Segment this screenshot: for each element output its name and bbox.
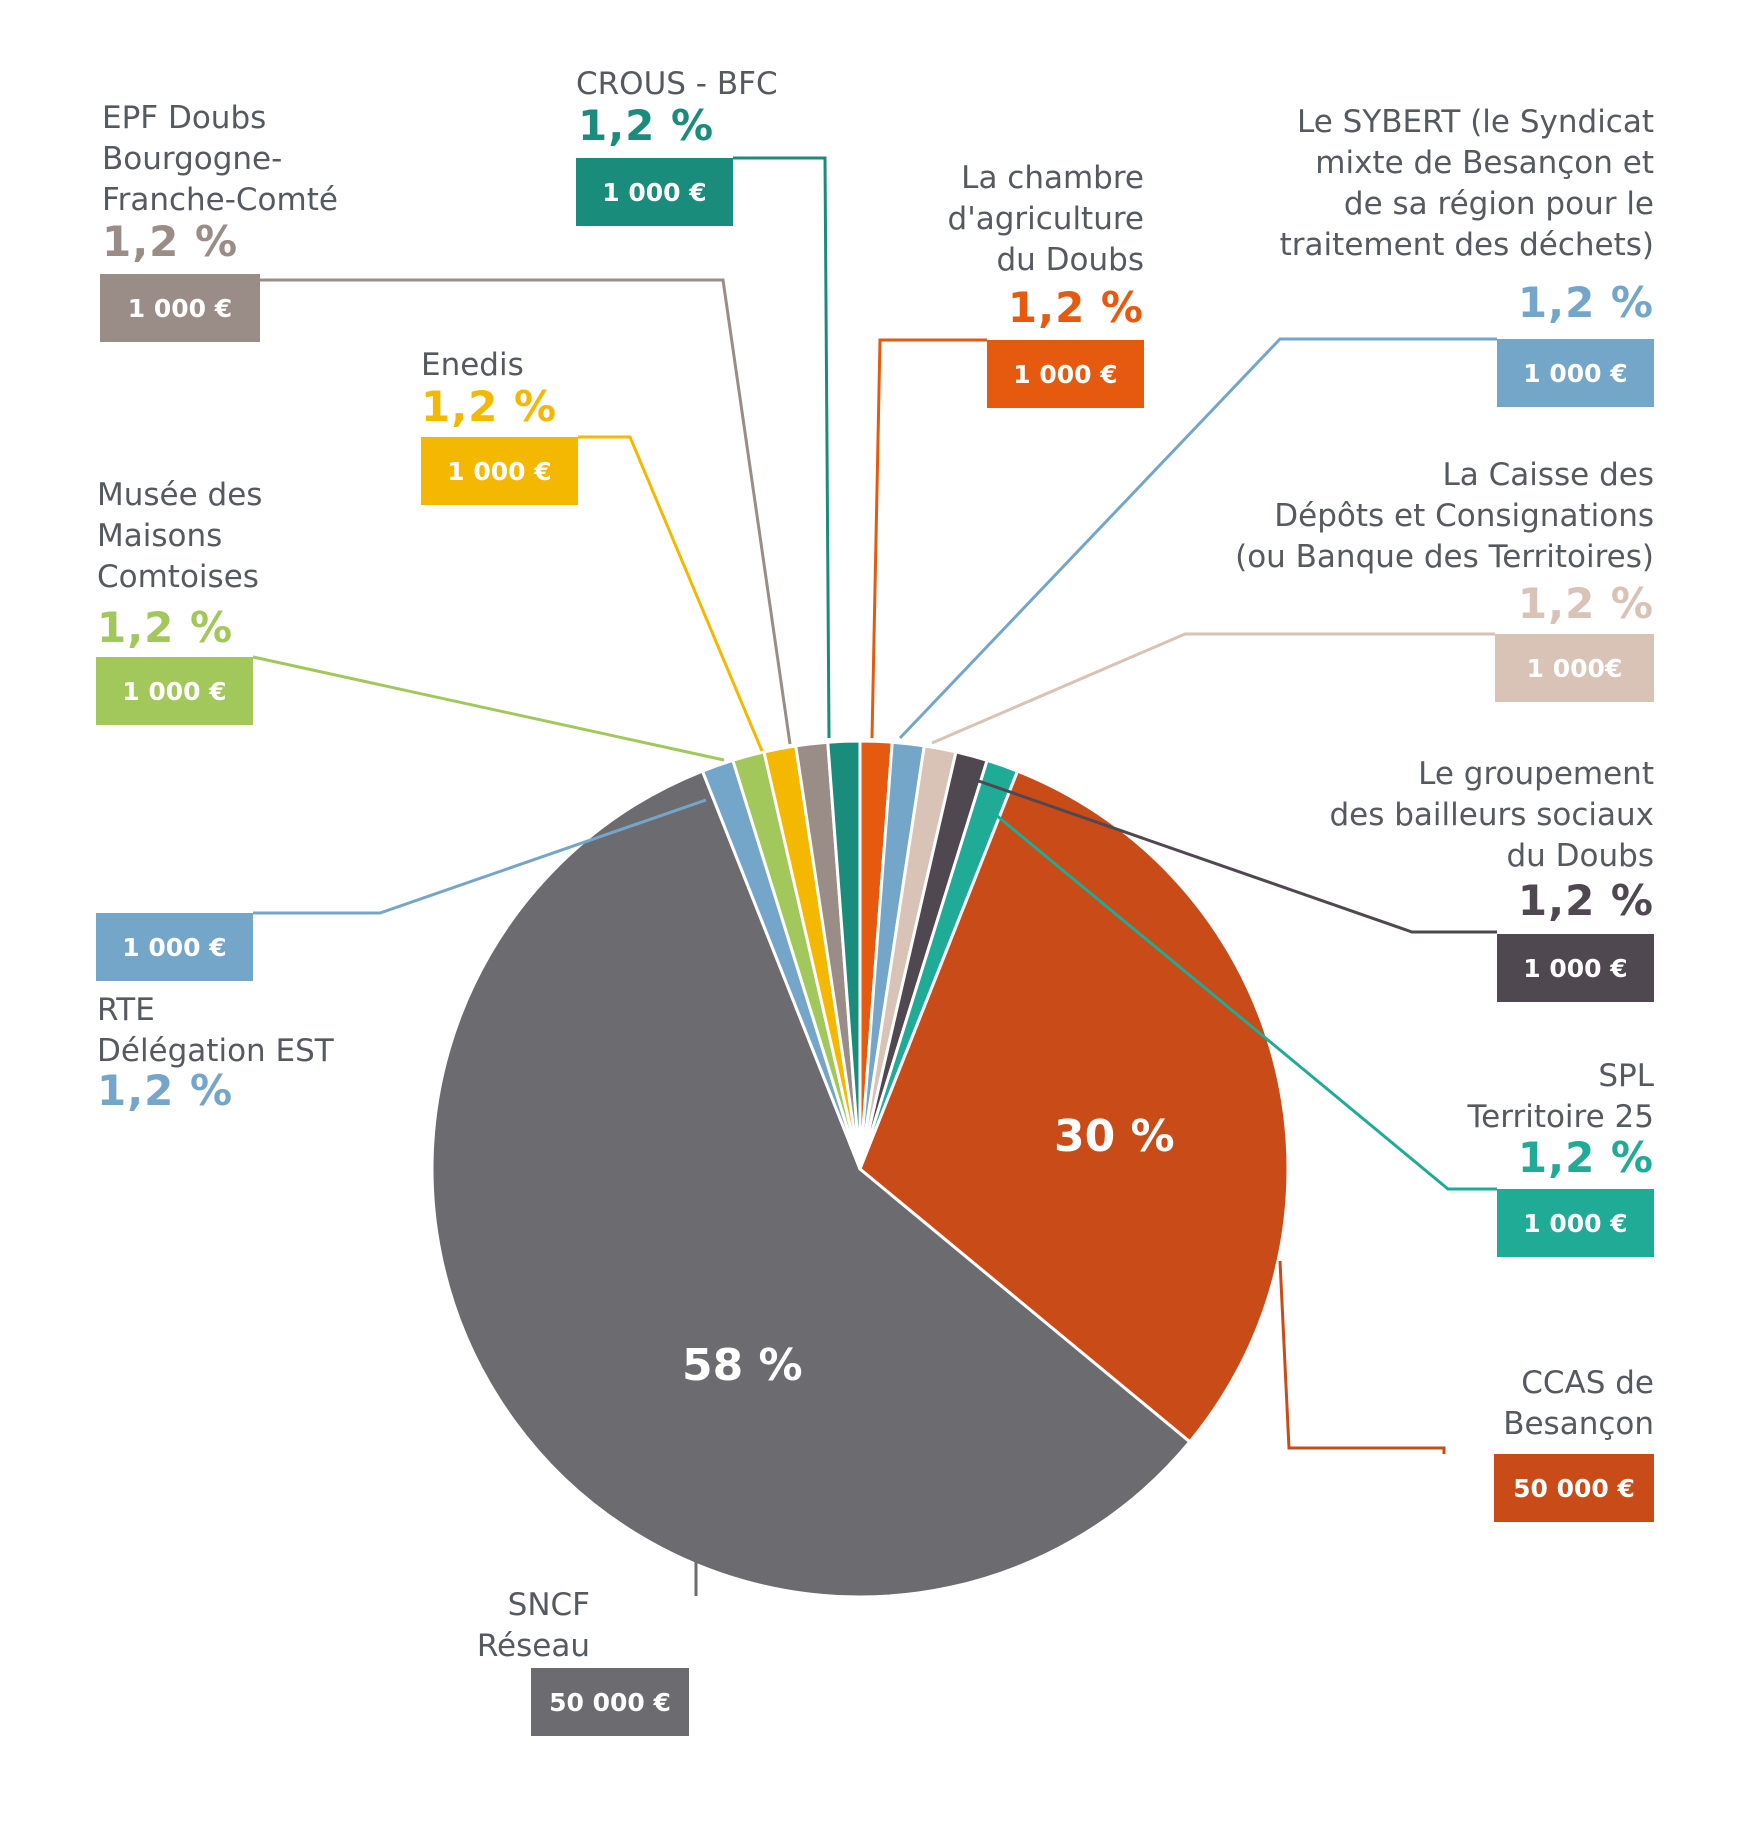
- leader-line-8: [898, 337, 1497, 740]
- slice-label-6: CROUS - BFC: [576, 64, 778, 105]
- slice-label-5-line-1: Bourgogne-: [102, 141, 283, 177]
- slice-label-11: SPL Territoire 25: [1468, 1056, 1654, 1138]
- slice-label-8-line-2: de sa région pour le: [1343, 186, 1654, 222]
- slice-percent-1: 30 %: [1054, 1111, 1175, 1162]
- slice-label-3-line-2: Comtoises: [97, 559, 259, 595]
- slice-percent-10: 1,2 %: [1517, 876, 1654, 925]
- slice-amount-6: 1 000 €: [576, 158, 733, 226]
- slice-label-1: CCAS de Besançon: [1503, 1363, 1654, 1445]
- slice-label-7-line-0: La chambre: [961, 160, 1144, 196]
- leader-line-1: [1278, 1260, 1446, 1454]
- slice-label-2: RTE Délégation EST: [97, 990, 334, 1072]
- leader-line-7: [870, 338, 987, 739]
- slice-label-5-line-0: EPF Doubs: [102, 100, 267, 136]
- slice-label-7: La chambre d'agriculture du Doubs: [948, 158, 1144, 281]
- slice-label-3: Musée des Maisons Comtoises: [97, 475, 262, 598]
- slice-percent-2: 1,2 %: [97, 1066, 234, 1115]
- slice-label-1-line-0: CCAS de: [1521, 1365, 1654, 1401]
- slice-percent-4: 1,2 %: [421, 382, 558, 431]
- slice-percent-6: 1,2 %: [578, 101, 715, 150]
- slice-label-9: La Caisse des Dépôts et Consignations (ou …: [1235, 455, 1654, 578]
- leader-line-9: [931, 632, 1495, 745]
- slice-label-4-line-0: Enedis: [421, 347, 524, 383]
- slice-amount-7: 1 000 €: [987, 340, 1144, 408]
- slice-label-1-line-1: Besançon: [1503, 1406, 1654, 1442]
- leader-line-2: [253, 798, 707, 915]
- slice-percent-7: 1,2 %: [1007, 283, 1144, 332]
- slice-label-6-line-0: CROUS - BFC: [576, 66, 778, 102]
- slice-amount-8: 1 000 €: [1497, 339, 1654, 407]
- slice-label-8-line-1: mixte de Besançon et: [1315, 145, 1654, 181]
- pie-slice-1: [858, 769, 1290, 1444]
- slice-amount-11: 1 000 €: [1497, 1189, 1654, 1257]
- slice-label-7-line-1: d'agriculture: [947, 201, 1144, 237]
- slice-percent-11: 1,2 %: [1517, 1133, 1654, 1182]
- slice-label-10-line-2: du Doubs: [1506, 838, 1655, 874]
- slice-label-0-line-0: SNCF: [507, 1587, 590, 1623]
- slice-amount-10: 1 000 €: [1497, 934, 1654, 1002]
- slice-percent-3: 1,2 %: [97, 603, 234, 652]
- slice-label-11-line-1: Territoire 25: [1467, 1099, 1654, 1135]
- slice-label-5: EPF Doubs Bourgogne- Franche-Comté: [102, 98, 338, 221]
- slice-percent-5: 1,2 %: [102, 217, 239, 266]
- slice-label-5-line-2: Franche-Comté: [102, 182, 338, 218]
- slice-label-3-line-1: Maisons: [97, 518, 223, 554]
- leader-line-6: [733, 156, 831, 739]
- slice-label-2-line-0: RTE: [97, 992, 155, 1028]
- slice-label-9-line-2: (ou Banque des Territoires): [1235, 539, 1654, 575]
- leader-line-3: [252, 655, 725, 762]
- slice-amount-3: 1 000 €: [96, 657, 253, 725]
- slice-label-3-line-0: Musée des: [97, 477, 263, 513]
- pie-slice-0: [430, 769, 1192, 1599]
- slice-label-8: Le SYBERT (le Syndicat mixte de Besançon …: [1280, 102, 1654, 266]
- slice-label-8-line-3: traitement des déchets): [1279, 227, 1654, 263]
- leader-line-11: [989, 808, 1497, 1191]
- slice-label-0-line-1: Réseau: [476, 1628, 590, 1664]
- leader-line-10: [969, 776, 1497, 934]
- slice-label-10-line-1: des bailleurs sociaux: [1329, 797, 1654, 833]
- slice-amount-9: 1 000€: [1495, 634, 1654, 702]
- leader-line-5: [260, 278, 792, 745]
- slice-amount-0: 50 000 €: [531, 1668, 689, 1736]
- slice-amount-1: 50 000 €: [1494, 1454, 1654, 1522]
- slice-label-9-line-0: La Caisse des: [1442, 457, 1654, 493]
- slice-amount-5: 1 000 €: [100, 274, 260, 342]
- slice-percent-9: 1,2 %: [1517, 579, 1654, 628]
- slice-label-10-line-0: Le groupement: [1418, 756, 1654, 792]
- slice-label-10: Le groupement des bailleurs sociaux du Dou…: [1329, 754, 1654, 877]
- pie-slice-6: [826, 739, 862, 1171]
- slice-label-0: SNCF Réseau: [477, 1585, 590, 1667]
- slice-amount-2: 1 000 €: [96, 913, 253, 981]
- slice-label-9-line-1: Dépôts et Consignations: [1274, 498, 1654, 534]
- leader-line-4: [578, 435, 764, 752]
- slice-percent-8: 1,2 %: [1517, 278, 1654, 327]
- slice-label-8-line-0: Le SYBERT (le Syndicat: [1297, 104, 1654, 140]
- slice-label-7-line-2: du Doubs: [996, 242, 1145, 278]
- slice-label-2-line-1: Délégation EST: [97, 1033, 334, 1069]
- slice-amount-4: 1 000 €: [421, 437, 578, 505]
- slice-label-4: Enedis: [421, 345, 524, 386]
- slice-percent-0: 58 %: [682, 1340, 803, 1391]
- slice-label-11-line-0: SPL: [1598, 1058, 1654, 1094]
